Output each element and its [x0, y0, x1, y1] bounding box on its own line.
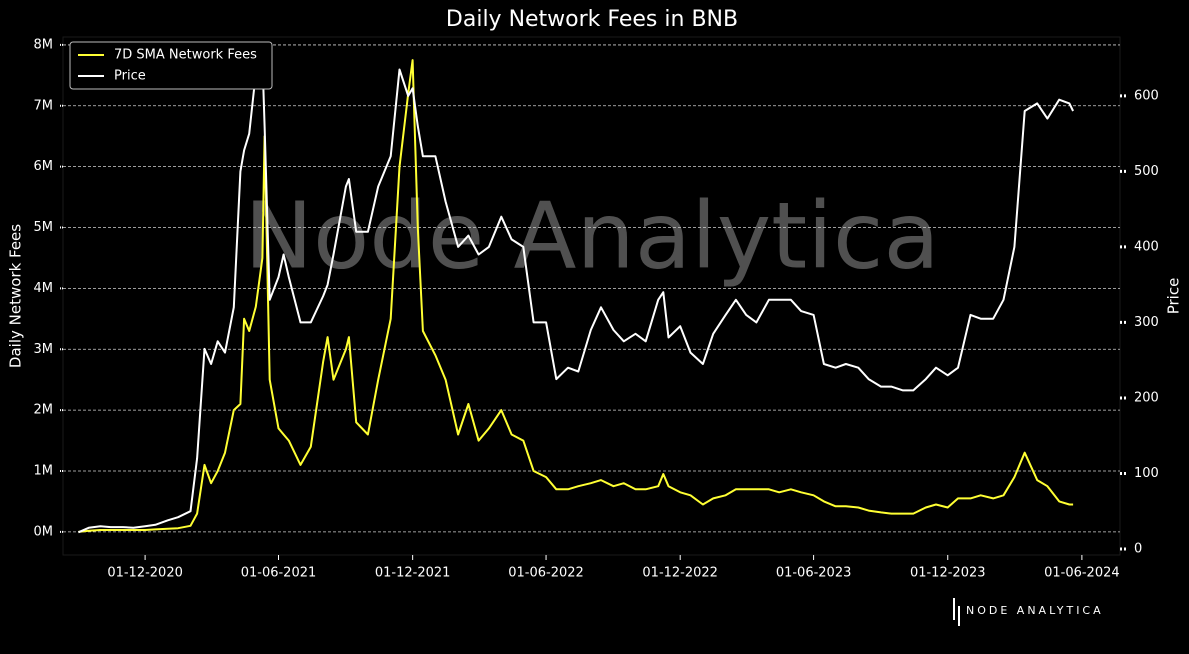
plot-frame [62, 36, 1121, 556]
y2-tick-label: 500 [1134, 164, 1159, 179]
y-tick-label: 7M [34, 98, 54, 113]
y-tick-label: 0M [34, 524, 54, 539]
legend-label: 7D SMA Network Fees [114, 48, 257, 63]
logo-text: NODE ANALYTICA [966, 604, 1104, 617]
data-line [78, 59, 1074, 533]
y-tick-label: 6M [34, 159, 54, 174]
x-tick-label: 01-06-2022 [508, 566, 584, 581]
x-tick-label: 01-06-2023 [776, 566, 852, 581]
y-tick-label: 2M [34, 403, 54, 418]
y2-tick-label: 200 [1134, 390, 1159, 405]
data-line [77, 57, 1074, 534]
x-tick-label: 01-12-2020 [107, 566, 183, 581]
x-tick-label: 01-12-2021 [375, 566, 451, 581]
y-tick-label: 5M [34, 220, 54, 235]
y2-axis-label: Price [1165, 278, 1183, 315]
y2-tick-label: 300 [1134, 315, 1159, 330]
x-tick-label: 01-06-2021 [241, 566, 317, 581]
y2-tick-label: 600 [1134, 88, 1159, 103]
y-axis-label: Daily Network Fees [7, 224, 25, 368]
y-tick-label: 3M [34, 342, 54, 357]
legend-label: Price [114, 69, 146, 84]
y-tick-label: 1M [34, 464, 54, 479]
x-tick-label: 01-06-2024 [1044, 566, 1120, 581]
watermark: Node Analytica [244, 182, 940, 289]
legend-box [69, 41, 273, 90]
chart-title: Daily Network Fees in BNB [446, 7, 738, 32]
y-tick-label: 4M [34, 281, 54, 296]
x-tick-label: 01-12-2023 [910, 566, 986, 581]
y2-tick-label: 100 [1134, 466, 1159, 481]
x-tick-label: 01-12-2022 [642, 566, 718, 581]
y2-tick-label: 0 [1134, 541, 1142, 556]
y-tick-label: 8M [34, 37, 54, 52]
y2-tick-label: 400 [1134, 239, 1159, 254]
